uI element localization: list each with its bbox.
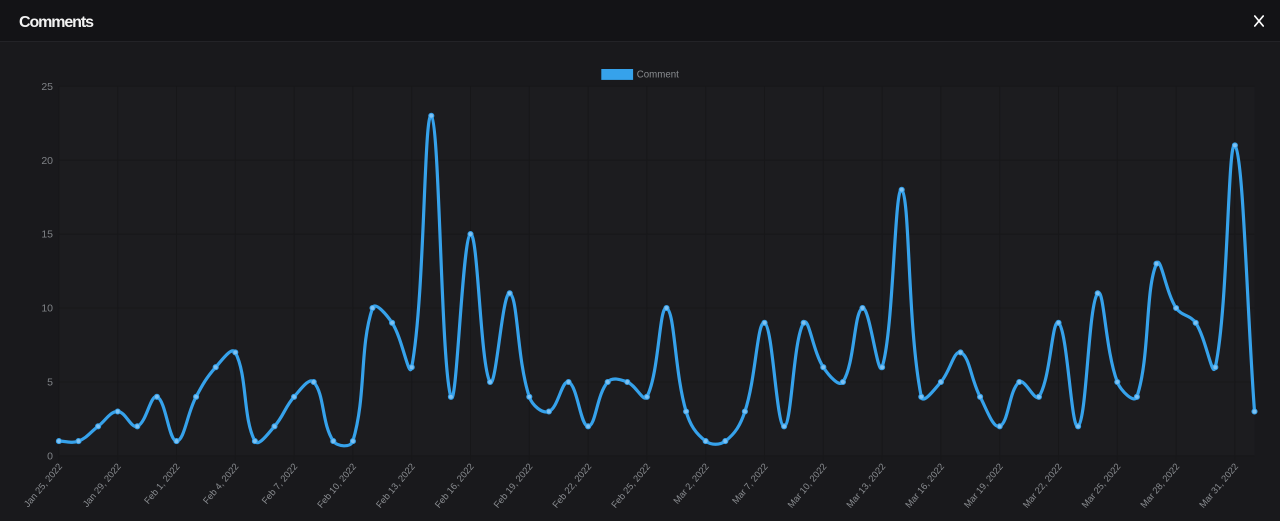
svg-text:Feb 10, 2022: Feb 10, 2022 [315, 461, 358, 509]
svg-text:5: 5 [47, 377, 53, 389]
svg-text:Jan 25, 2022: Jan 25, 2022 [22, 461, 64, 509]
svg-text:Mar 16, 2022: Mar 16, 2022 [903, 461, 946, 509]
svg-text:25: 25 [41, 81, 53, 93]
svg-text:0: 0 [47, 451, 53, 463]
svg-text:10: 10 [41, 303, 53, 315]
svg-text:Feb 7, 2022: Feb 7, 2022 [260, 461, 300, 505]
svg-text:Feb 16, 2022: Feb 16, 2022 [433, 461, 476, 509]
svg-text:Mar 25, 2022: Mar 25, 2022 [1080, 461, 1123, 509]
svg-text:20: 20 [41, 155, 53, 167]
svg-text:Feb 19, 2022: Feb 19, 2022 [492, 461, 535, 509]
svg-text:Comment: Comment [637, 70, 679, 81]
svg-text:Mar 28, 2022: Mar 28, 2022 [1139, 461, 1182, 509]
svg-text:Mar 10, 2022: Mar 10, 2022 [786, 461, 829, 509]
svg-text:Mar 13, 2022: Mar 13, 2022 [845, 461, 888, 509]
svg-text:Feb 13, 2022: Feb 13, 2022 [374, 461, 417, 509]
svg-text:Mar 19, 2022: Mar 19, 2022 [962, 461, 1005, 509]
svg-text:Feb 25, 2022: Feb 25, 2022 [609, 461, 652, 509]
svg-text:Feb 4, 2022: Feb 4, 2022 [201, 461, 241, 505]
svg-text:Mar 2, 2022: Mar 2, 2022 [671, 461, 711, 505]
svg-text:Feb 22, 2022: Feb 22, 2022 [551, 461, 594, 509]
svg-text:Mar 31, 2022: Mar 31, 2022 [1197, 461, 1240, 509]
svg-text:15: 15 [41, 229, 53, 241]
svg-text:Jan 29, 2022: Jan 29, 2022 [81, 461, 123, 509]
svg-text:Mar 7, 2022: Mar 7, 2022 [730, 461, 770, 505]
svg-text:Feb 1, 2022: Feb 1, 2022 [142, 461, 182, 505]
svg-text:Mar 22, 2022: Mar 22, 2022 [1021, 461, 1064, 509]
